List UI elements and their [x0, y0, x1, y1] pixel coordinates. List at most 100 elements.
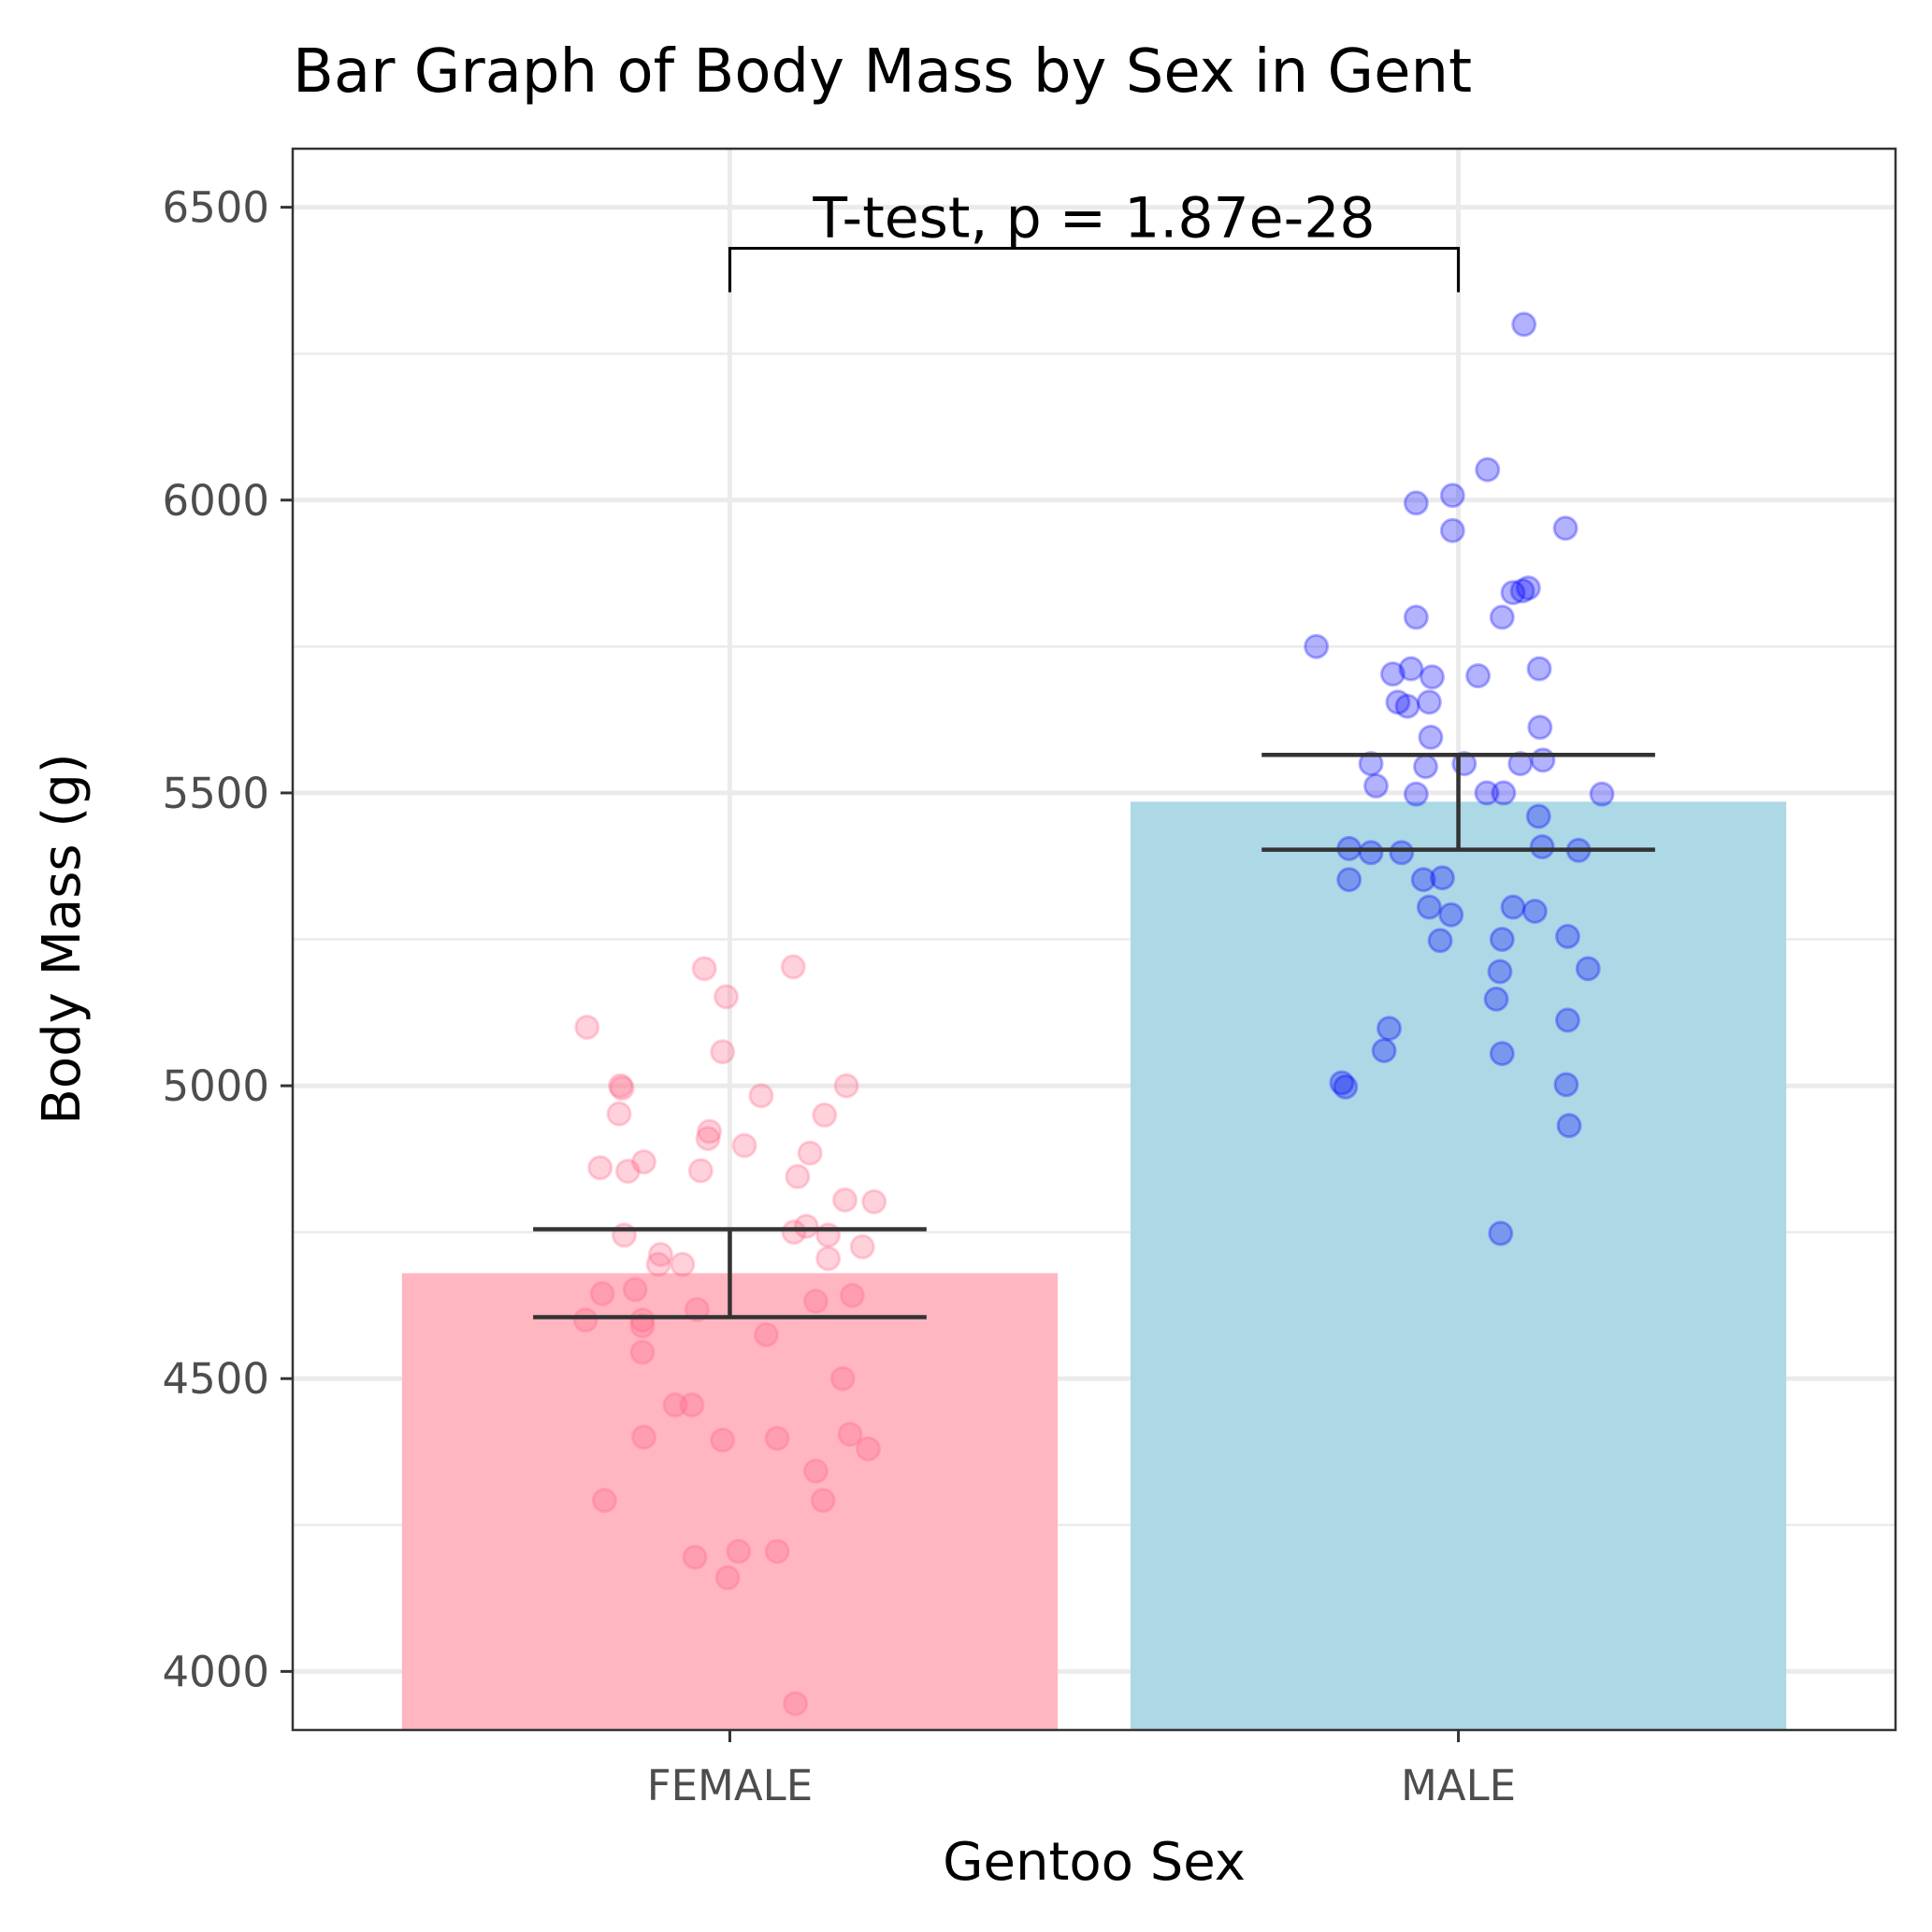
data-point-female: [606, 1101, 632, 1127]
data-point-female: [797, 1140, 823, 1166]
data-point-female: [662, 1391, 688, 1418]
data-point-male: [1489, 927, 1515, 952]
chart-title: Bar Graph of Body Mass by Sex in Gent: [293, 37, 1472, 107]
data-point-female: [802, 1289, 829, 1315]
data-point-female: [695, 1125, 721, 1151]
data-point-male: [1358, 840, 1384, 866]
data-point-female: [572, 1307, 598, 1334]
data-point-female: [629, 1313, 656, 1339]
data-point-male: [1554, 1007, 1580, 1033]
data-point-female: [589, 1280, 615, 1306]
data-point-male: [1474, 780, 1500, 806]
data-point-male: [1416, 894, 1442, 920]
data-point-female: [710, 1427, 736, 1453]
data-point-female: [697, 1118, 723, 1145]
data-point-male: [1465, 663, 1492, 689]
data-point-male: [1304, 633, 1330, 659]
data-point-male: [1419, 664, 1445, 690]
data-point-female: [679, 1391, 705, 1418]
data-point-male: [1427, 928, 1453, 954]
data-point-female: [726, 1538, 752, 1564]
data-point-female: [691, 956, 717, 982]
data-point-male: [1488, 1220, 1514, 1247]
data-point-male: [1412, 754, 1438, 780]
data-point-female: [629, 1339, 656, 1365]
data-point-male: [1589, 781, 1615, 807]
data-point-male: [1491, 780, 1517, 806]
data-point-male: [1500, 580, 1526, 606]
data-point-male: [1575, 956, 1601, 982]
data-point-male: [1489, 1041, 1515, 1067]
panel-border: [291, 147, 1897, 1732]
y-axis-title: Body Mass (g): [32, 753, 93, 1124]
bar-male: [1130, 801, 1787, 1730]
data-point-male: [1329, 1070, 1355, 1096]
significance-label: T-test, p = 1.87e-28: [812, 185, 1375, 251]
data-point-female: [614, 1159, 641, 1185]
data-point-female: [829, 1365, 856, 1391]
data-point-male: [1552, 515, 1579, 541]
data-point-female: [629, 1307, 656, 1334]
y-axis: 4000 4500 5000 5500 6000 6500: [162, 183, 293, 1696]
data-point-female: [609, 1075, 635, 1102]
data-point-male: [1489, 604, 1515, 630]
data-point-female: [631, 1148, 657, 1175]
data-point-male: [1394, 693, 1420, 719]
data-point-male: [1554, 923, 1580, 949]
data-point-female: [645, 1251, 671, 1277]
data-point-female: [812, 1102, 838, 1128]
y-tick-label: 4000: [162, 1647, 269, 1696]
data-point-female: [622, 1276, 648, 1303]
data-point-female: [832, 1187, 858, 1213]
data-point-female: [764, 1425, 790, 1451]
data-point-female: [855, 1435, 881, 1462]
x-tick-label: FEMALE: [647, 1761, 813, 1810]
y-tick-label: 6000: [162, 476, 269, 526]
x-axis-title: Gentoo Sex: [943, 1832, 1246, 1893]
data-point-male: [1333, 1074, 1359, 1100]
data-point-female: [764, 1538, 790, 1564]
data-point-female: [833, 1073, 859, 1099]
data-point-male: [1385, 689, 1411, 715]
significance-bracket: [728, 246, 1461, 293]
data-point-female: [714, 984, 740, 1010]
data-point-male: [1418, 724, 1444, 750]
y-tick-label: 5000: [162, 1061, 269, 1111]
data-point-male: [1336, 867, 1362, 893]
data-point-female: [682, 1544, 708, 1570]
data-point-female: [687, 1158, 714, 1184]
data-point-female: [670, 1251, 696, 1277]
data-point-female: [839, 1282, 865, 1308]
data-point-male: [1525, 803, 1551, 829]
bar-female: [401, 1273, 1059, 1730]
data-point-female: [781, 1219, 807, 1246]
data-point-female: [587, 1155, 613, 1181]
data-point-female: [710, 1039, 736, 1065]
data-point-male: [1526, 656, 1552, 682]
data-point-male: [1553, 1072, 1579, 1098]
data-point-male: [1377, 1016, 1403, 1042]
data-point-female: [631, 1424, 657, 1450]
data-point-male: [1527, 714, 1553, 741]
x-tick-label: MALE: [1401, 1761, 1516, 1810]
data-point-male: [1500, 894, 1526, 920]
data-point-male: [1439, 517, 1465, 543]
data-point-female: [785, 1163, 811, 1189]
data-point-male: [1475, 456, 1501, 483]
data-point-male: [1556, 1113, 1582, 1139]
data-point-female: [780, 954, 806, 980]
data-point-male: [1515, 575, 1541, 601]
data-point-female: [748, 1083, 774, 1109]
data-point-male: [1429, 865, 1455, 891]
y-tick-label: 6500: [162, 183, 269, 233]
plot-panel: T-test, p = 1.87e-28: [291, 147, 1897, 1732]
data-point-male: [1439, 483, 1465, 509]
data-point-male: [1530, 747, 1556, 773]
data-point-male: [1511, 311, 1537, 338]
data-point-female: [574, 1014, 600, 1040]
data-point-male: [1416, 689, 1442, 715]
data-point-female: [753, 1321, 779, 1348]
data-point-male: [1403, 490, 1429, 516]
data-point-female: [731, 1132, 757, 1159]
